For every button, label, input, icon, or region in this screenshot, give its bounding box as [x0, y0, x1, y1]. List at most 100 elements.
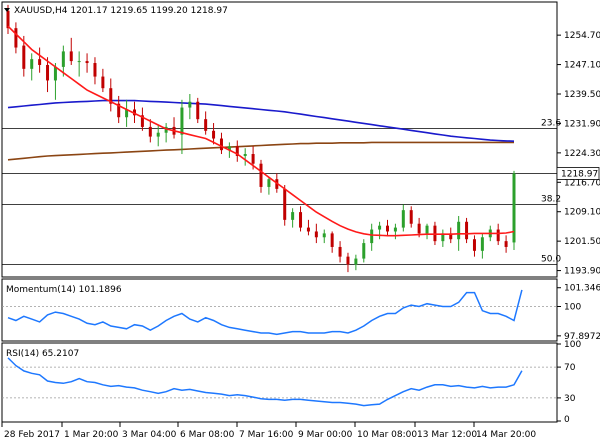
- rsi-tick-label: 100: [564, 340, 581, 350]
- candle-body: [14, 28, 18, 48]
- candle-body: [235, 146, 239, 156]
- price-plot: 23.6 38.2 50.0: [2, 4, 561, 273]
- candle-body: [472, 239, 476, 251]
- candle-body: [188, 101, 192, 108]
- time-tick-label: 7 Mar 16:00: [239, 430, 294, 440]
- candle-body: [299, 212, 303, 228]
- candle-body: [259, 163, 263, 187]
- sma100-line: [7, 99, 515, 142]
- candle-body: [480, 237, 484, 251]
- candle-body: [77, 61, 81, 63]
- candle-body: [251, 154, 255, 164]
- candle-body: [140, 115, 144, 127]
- candle-body: [465, 221, 469, 240]
- candle-body: [53, 66, 57, 81]
- candle-body: [117, 103, 121, 118]
- price-tick-label: 1216.70: [564, 178, 600, 188]
- time-tick-label: 28 Feb 2017: [4, 430, 60, 440]
- candle-body: [425, 225, 429, 234]
- price-tick-label: 1224.30: [564, 149, 600, 159]
- candle-body: [306, 227, 310, 232]
- candle-body: [401, 210, 405, 228]
- momentum-tick-label: 101.3464: [564, 284, 600, 294]
- symbol-header: XAUUSD,H4 1201.17 1219.65 1199.20 1218.9…: [14, 6, 228, 16]
- price-tick-label: 1254.70: [564, 31, 600, 41]
- candle-body: [164, 126, 168, 133]
- momentum-line: [7, 289, 523, 336]
- candle-body: [346, 256, 350, 265]
- candle-body: [204, 119, 208, 131]
- candle-body: [267, 179, 271, 187]
- time-tick-label: 1 Mar 20:00: [64, 430, 119, 440]
- candle-body: [378, 225, 382, 230]
- candle-body: [133, 109, 136, 116]
- candle-body: [38, 59, 42, 65]
- candle-body: [227, 146, 231, 151]
- candle-body: [314, 231, 318, 238]
- time-tick-label: 9 Mar 00:00: [298, 430, 353, 440]
- candle-body: [291, 212, 295, 220]
- candle-body: [338, 246, 342, 257]
- candle-body: [243, 154, 247, 156]
- triangle-down-icon[interactable]: [4, 8, 10, 12]
- candle-body: [148, 126, 152, 137]
- fib-label-50.0: 50.0: [541, 254, 561, 264]
- candle-body: [219, 138, 223, 151]
- fib-label-23.6: 23.6: [541, 118, 561, 128]
- price-tick-label: 1231.90: [564, 119, 600, 129]
- rsi-title: RSI(14) 65.2107: [6, 349, 79, 359]
- time-tick-label: 13 Mar 12:00: [417, 430, 477, 440]
- candle-body: [393, 227, 397, 232]
- sma20-line: [7, 25, 515, 237]
- candle-body: [370, 229, 374, 244]
- price-tick-label: 1239.50: [564, 90, 600, 100]
- candle-body: [93, 63, 97, 77]
- candle-body: [417, 223, 421, 234]
- candle-body: [504, 241, 508, 247]
- candle-body: [6, 10, 10, 29]
- candle-body: [386, 225, 389, 232]
- candle-body: [125, 109, 129, 118]
- candle-body: [362, 243, 366, 259]
- candle-body: [109, 88, 113, 104]
- price-tick-label: 1193.90: [564, 267, 600, 277]
- momentum-panel[interactable]: [1, 278, 558, 342]
- candle-body: [512, 173, 516, 243]
- momentum-tick-label: 100: [564, 303, 581, 313]
- candle-body: [101, 76, 105, 89]
- price-tick-label: 1247.10: [564, 61, 600, 71]
- candle-body: [212, 130, 216, 139]
- time-tick-label: 10 Mar 08:00: [357, 430, 417, 440]
- candle-body: [330, 233, 334, 247]
- time-tick-label: 6 Mar 08:00: [180, 430, 235, 440]
- fib-label-38.2: 38.2: [541, 194, 561, 204]
- candle-body: [283, 188, 287, 220]
- sma200-line: [7, 141, 514, 161]
- momentum-title: Momentum(14) 101.1896: [6, 285, 122, 295]
- price-tick-label: 1201.50: [564, 237, 600, 247]
- candle-body: [22, 45, 26, 69]
- rsi-plot: [2, 357, 557, 407]
- candle-body: [457, 221, 461, 240]
- price-panel[interactable]: [1, 1, 558, 278]
- candle-body: [322, 233, 326, 238]
- rsi-panel[interactable]: [1, 342, 558, 423]
- candle-body: [69, 51, 73, 62]
- candle-body: [156, 132, 160, 137]
- candle-body: [180, 107, 184, 135]
- candle-body: [409, 210, 413, 224]
- time-tick-label: 14 Mar 20:00: [476, 430, 536, 440]
- price-tick-label: 1209.10: [564, 208, 600, 218]
- rsi-line: [7, 357, 523, 407]
- time-tick-label: 3 Mar 04:00: [122, 430, 177, 440]
- current-price-tag: [556, 167, 600, 180]
- candle-body: [61, 51, 65, 67]
- candle-body: [354, 258, 358, 265]
- rsi-tick-label: 30: [564, 394, 576, 404]
- momentum-plot: [2, 289, 557, 336]
- axes: 1254.70 1247.10 1239.50 1231.90 1224.30 1216.…: [1, 31, 600, 440]
- candle-body: [449, 233, 453, 240]
- momentum-tick-label: 97.8972: [564, 332, 600, 342]
- rsi-tick-label: 0: [564, 415, 570, 425]
